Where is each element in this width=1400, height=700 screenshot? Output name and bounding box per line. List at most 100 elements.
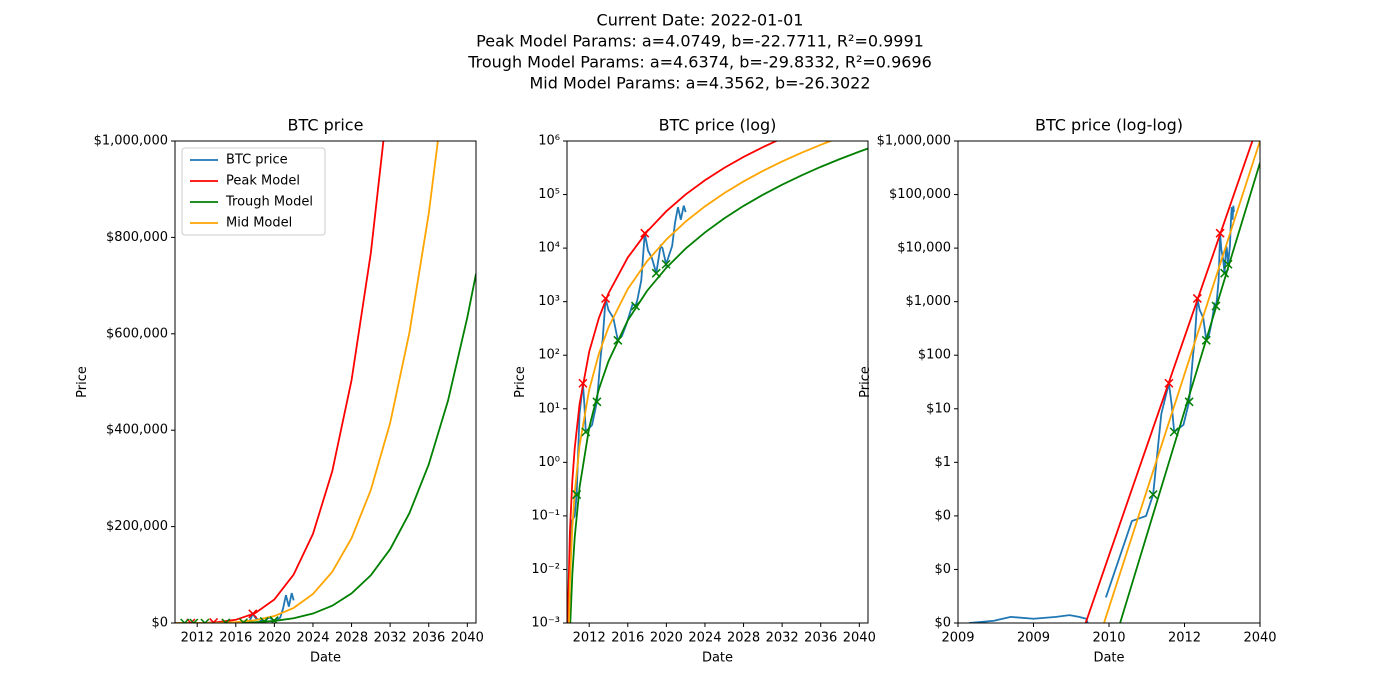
x-tick-label: 2012 bbox=[1168, 631, 1201, 646]
marker bbox=[661, 259, 671, 269]
y-tick-label: 10⁵ bbox=[538, 187, 560, 202]
marker bbox=[269, 616, 279, 623]
y-tick-label: 10² bbox=[538, 348, 560, 363]
y-tick-label: 10⁻³ bbox=[531, 616, 560, 631]
series-line bbox=[569, 147, 868, 623]
suptitle-line: Current Date: 2022-01-01 bbox=[597, 11, 804, 30]
suptitle-line: Peak Model Params: a=4.0749, b=-22.7711,… bbox=[476, 32, 924, 51]
marker bbox=[1148, 490, 1158, 500]
series-line bbox=[568, 141, 834, 623]
x-tick-label: 2036 bbox=[412, 631, 445, 646]
y-tick-label: $0 bbox=[934, 616, 951, 631]
subplot-title: BTC price bbox=[288, 116, 364, 135]
y-tick-label: $1,000,000 bbox=[877, 134, 951, 149]
marker bbox=[613, 335, 623, 345]
marker bbox=[259, 616, 269, 623]
plot-area bbox=[567, 141, 868, 623]
plot-area bbox=[175, 141, 476, 623]
y-tick-label: $100,000 bbox=[889, 187, 951, 202]
y-tick-label: $0 bbox=[934, 508, 951, 523]
y-tick-label: 10⁶ bbox=[538, 134, 560, 149]
y-tick-label: $10 bbox=[926, 401, 951, 416]
x-tick-label: 2032 bbox=[766, 631, 799, 646]
y-tick-label: $0 bbox=[934, 562, 951, 577]
x-tick-label: 2012 bbox=[181, 631, 214, 646]
x-tick-label: 2040 bbox=[1243, 631, 1276, 646]
x-axis-label: Date bbox=[310, 651, 341, 666]
x-tick-label: 2020 bbox=[258, 631, 291, 646]
x-axis-label: Date bbox=[702, 651, 733, 666]
marker bbox=[1192, 293, 1202, 303]
axes-frame bbox=[174, 140, 477, 624]
subplot-title: BTC price (log) bbox=[659, 116, 777, 135]
y-tick-label: $100 bbox=[918, 348, 951, 363]
y-tick-label: 10⁴ bbox=[538, 241, 560, 256]
y-tick-label: $400,000 bbox=[106, 423, 168, 438]
subplot-title: BTC price (log-log) bbox=[1035, 116, 1183, 135]
axes-frame bbox=[957, 140, 1261, 624]
marker bbox=[209, 617, 219, 623]
y-tick-label: $10,000 bbox=[897, 241, 951, 256]
marker bbox=[1169, 427, 1179, 437]
marker bbox=[1201, 335, 1211, 345]
y-tick-label: $0 bbox=[151, 616, 168, 631]
marker bbox=[581, 427, 591, 437]
legend-label: Peak Model bbox=[226, 174, 300, 189]
y-tick-label: $200,000 bbox=[106, 519, 168, 534]
marker bbox=[248, 609, 258, 619]
y-axis-label: Price bbox=[513, 366, 528, 398]
legend-label: Trough Model bbox=[225, 195, 313, 210]
x-tick-label: 2040 bbox=[843, 631, 876, 646]
marker bbox=[630, 301, 641, 311]
y-tick-label: 10¹ bbox=[538, 401, 560, 416]
x-tick-label: 2028 bbox=[727, 631, 760, 646]
x-tick-label: 2010 bbox=[1092, 631, 1125, 646]
x-tick-label: 2036 bbox=[804, 631, 837, 646]
axes-frame bbox=[566, 140, 869, 624]
marker bbox=[578, 378, 588, 388]
x-tick-label: 2016 bbox=[219, 631, 252, 646]
x-tick-label: 2009 bbox=[941, 631, 974, 646]
x-tick-label: 2012 bbox=[573, 631, 606, 646]
x-tick-label: 2032 bbox=[374, 631, 407, 646]
y-tick-label: $1,000,000 bbox=[94, 134, 168, 149]
y-axis-label: Price bbox=[858, 366, 873, 398]
series-line bbox=[175, 141, 385, 623]
marker bbox=[592, 397, 602, 407]
y-tick-label: $600,000 bbox=[106, 326, 168, 341]
y-tick-label: 10³ bbox=[538, 294, 560, 309]
y-tick-label: 10⁻² bbox=[531, 562, 560, 577]
legend-box bbox=[181, 147, 326, 236]
y-axis-label: Price bbox=[75, 366, 90, 398]
suptitle-line: Mid Model Params: a=4.3562, b=-26.3022 bbox=[530, 74, 871, 93]
x-tick-label: 2016 bbox=[611, 631, 644, 646]
x-tick-label: 2040 bbox=[451, 631, 484, 646]
series-line bbox=[1119, 162, 1260, 623]
series-line bbox=[1084, 141, 1254, 623]
legend-label: BTC price bbox=[226, 153, 288, 168]
plot-area bbox=[968, 141, 1260, 623]
marker bbox=[651, 268, 661, 278]
series-line bbox=[175, 141, 439, 623]
marker bbox=[1223, 259, 1233, 269]
marker bbox=[1220, 268, 1230, 278]
y-tick-label: $1 bbox=[934, 455, 951, 470]
x-tick-label: 2024 bbox=[688, 631, 721, 646]
series-line bbox=[1103, 141, 1260, 623]
marker bbox=[601, 293, 611, 303]
y-tick-label: $1,000 bbox=[906, 294, 952, 309]
marker bbox=[1215, 228, 1225, 238]
marker bbox=[640, 228, 650, 238]
x-tick-label: 2028 bbox=[335, 631, 368, 646]
series-line bbox=[567, 141, 779, 623]
suptitle-line: Trough Model Params: a=4.6374, b=-29.833… bbox=[467, 53, 932, 72]
marker bbox=[1184, 397, 1194, 407]
y-tick-label: 10⁻¹ bbox=[531, 508, 560, 523]
x-tick-label: 2009 bbox=[1017, 631, 1050, 646]
legend-label: Mid Model bbox=[226, 216, 292, 231]
marker bbox=[572, 490, 582, 500]
y-tick-label: 10⁰ bbox=[538, 455, 560, 470]
y-tick-label: $800,000 bbox=[106, 230, 168, 245]
